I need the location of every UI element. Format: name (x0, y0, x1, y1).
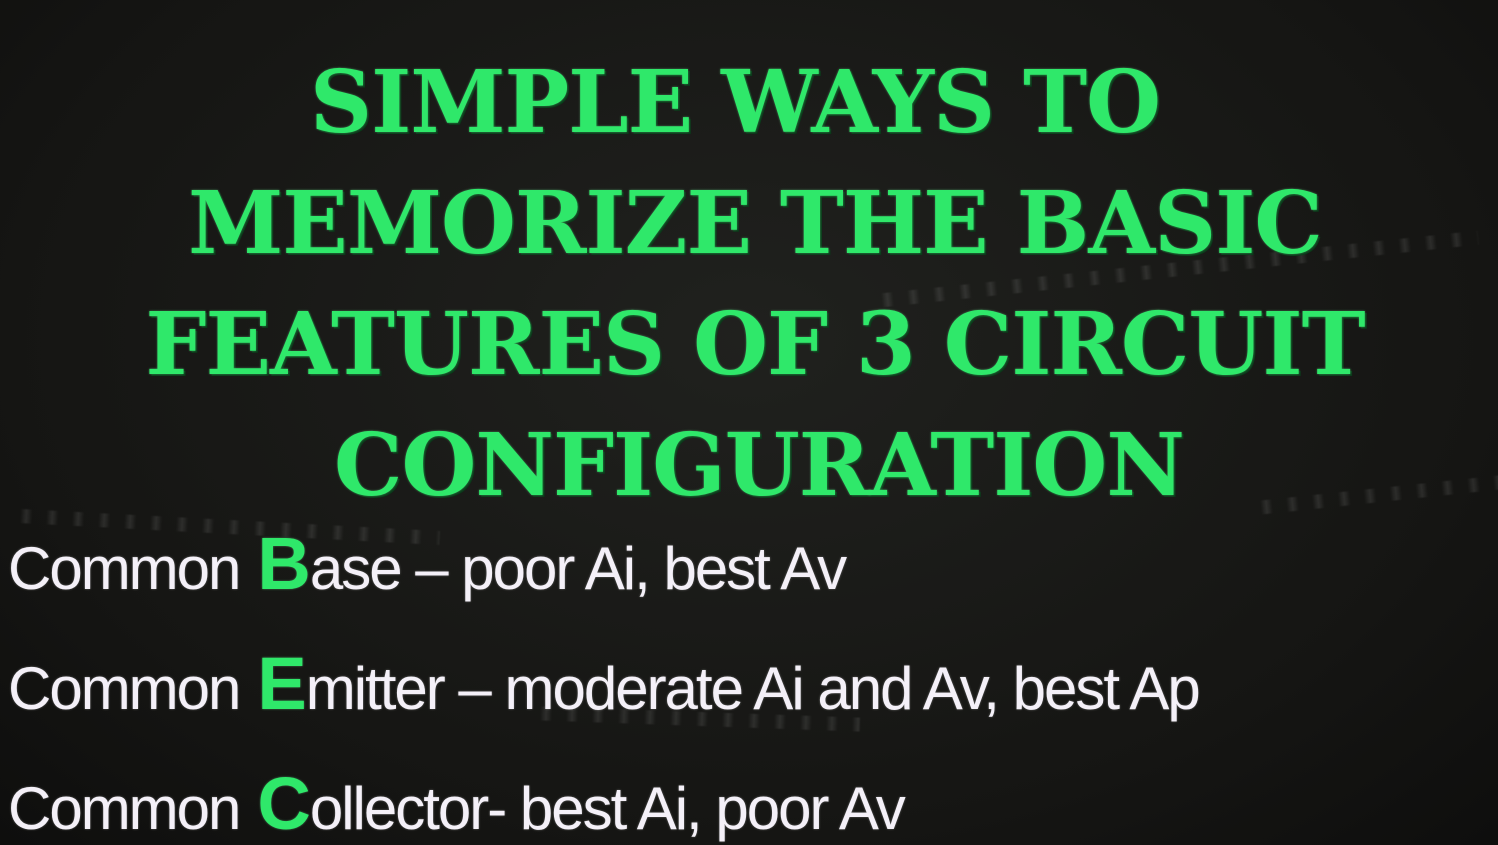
item-description: ollector- best Ai, poor Av (309, 775, 906, 842)
list-item-common-collector: Common Collector- best Ai, poor Av (8, 760, 1488, 845)
item-prefix: Common (8, 535, 241, 602)
title-line: SIMPLE WAYS TO (309, 52, 1161, 153)
configuration-list: Common Base – poor Ai, best Av Common Emit… (8, 520, 1488, 845)
list-item-common-emitter: Common Emitter – moderate Ai and Av, best… (8, 640, 1488, 760)
item-prefix: Common (8, 655, 241, 722)
item-description: ase – poor Ai, best Av (309, 535, 847, 602)
list-item-common-base: Common Base – poor Ai, best Av (8, 520, 1488, 640)
item-initial-letter: C (257, 762, 310, 845)
item-prefix: Common (8, 775, 241, 842)
title-line: FEATURES OF 3 CIRCUIT (145, 294, 1365, 395)
slide-title: SIMPLE WAYS TO MEMORIZE THE BASIC FEATUR… (0, 42, 1498, 526)
item-description: mitter – moderate Ai and Av, best Ap (305, 655, 1201, 722)
title-line: MEMORIZE THE BASIC (188, 173, 1323, 274)
title-line: CONFIGURATION (334, 415, 1185, 516)
item-initial-letter: B (257, 522, 310, 605)
item-initial-letter: E (257, 642, 306, 725)
